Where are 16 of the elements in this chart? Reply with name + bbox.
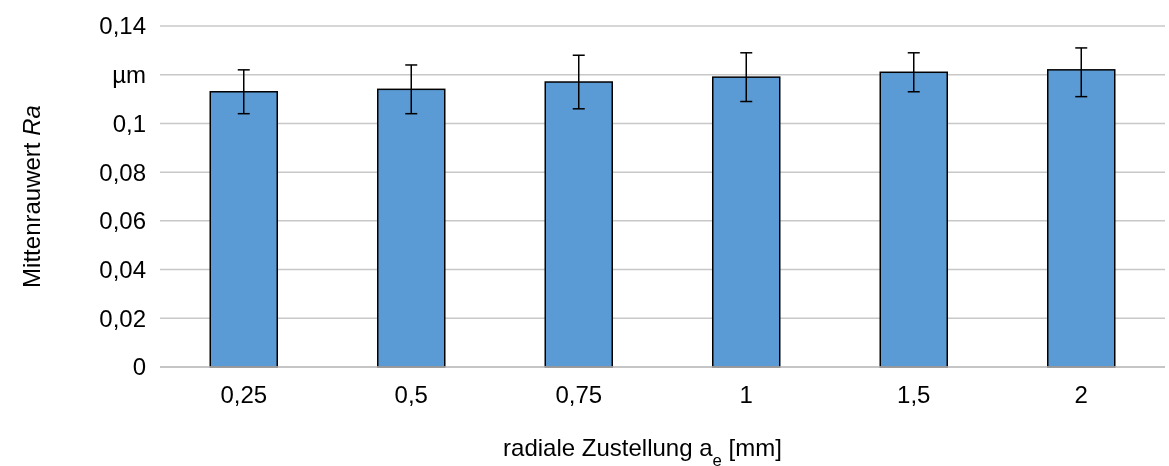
x-tick-label: 0,75	[555, 381, 603, 408]
y-tick-label: 0	[132, 353, 146, 381]
y-tick-label: 0,06	[99, 207, 146, 235]
y-tick-label: 0,08	[99, 158, 146, 186]
y-tick-label: 0,02	[99, 304, 146, 332]
x-tick-label: 0,5	[394, 381, 428, 408]
x-tick-label: 2	[1074, 381, 1088, 408]
y-axis-title: Mittenrauwert Ra	[18, 105, 45, 288]
y-tick-label: µm	[112, 61, 146, 89]
x-axis-title: radiale Zustellung a$_{e}$ [mm]	[503, 434, 782, 466]
x-tick-label: 1	[739, 381, 753, 408]
x-tick-label: 0,25	[220, 381, 268, 408]
y-tick-label: 0,1	[112, 109, 146, 137]
x-tick-label: 1,5	[897, 381, 931, 408]
y-tick-label: 0,14	[99, 12, 146, 40]
y-tick-label: 0,04	[99, 255, 146, 283]
